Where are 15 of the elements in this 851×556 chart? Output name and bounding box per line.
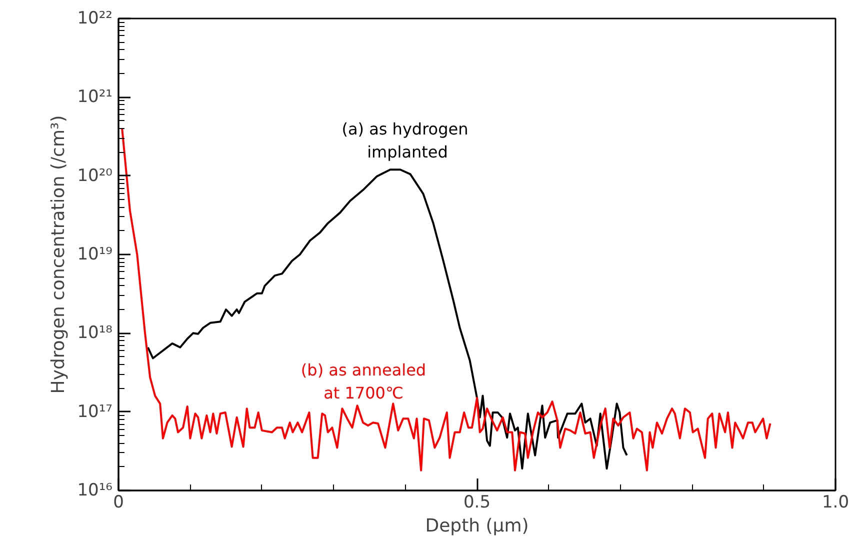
y-tick-label: 10¹⁷: [77, 402, 113, 422]
y-tick-label: 10²²: [77, 8, 113, 28]
series-label: (a) as hydrogen implanted: [342, 120, 468, 162]
y-axis-title: Hydrogen concentration (/cm³): [48, 115, 70, 394]
y-tick-label: 10¹⁸: [77, 323, 113, 344]
x-axis-title: Depth (μm): [425, 516, 529, 536]
y-tick-label: 10²¹: [77, 87, 113, 108]
x-tick-label: 0.5: [463, 492, 491, 512]
line-series: [146, 168, 628, 470]
x-tick-label: 0: [113, 492, 124, 512]
x-tick-label: 1.0: [822, 492, 850, 512]
y-tick-label: 10²⁰: [77, 166, 113, 186]
series-label: (b) as annealed at 1700℃: [300, 360, 426, 402]
y-tick-label: 10¹⁶: [77, 480, 113, 500]
y-tick-label: 10¹⁹: [77, 244, 113, 264]
